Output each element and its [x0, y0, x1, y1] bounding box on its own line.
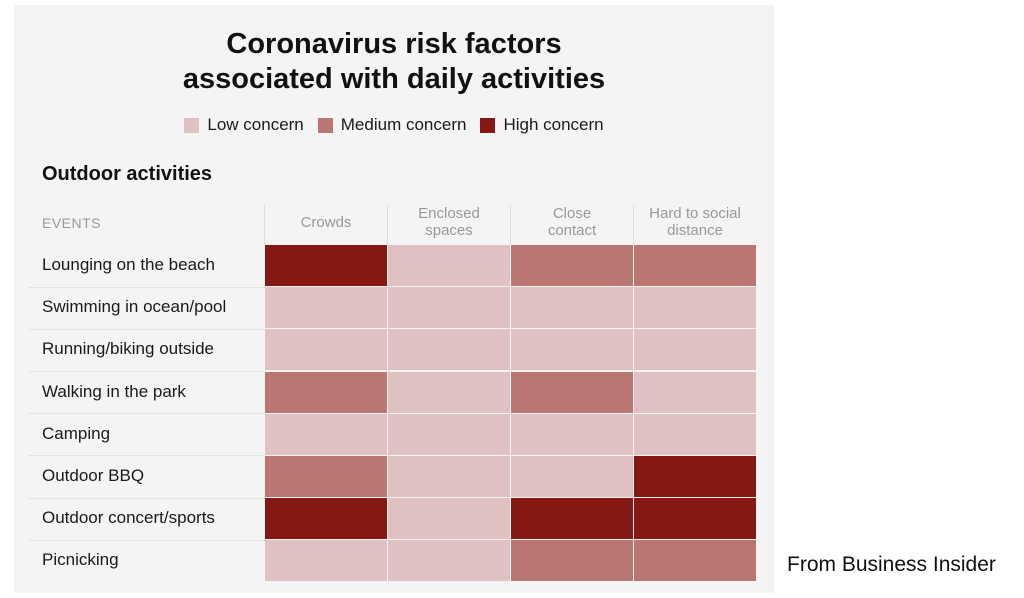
heatmap-cell: [634, 371, 756, 413]
row-label: Swimming in ocean/pool: [42, 297, 227, 317]
row-separator: [28, 413, 265, 415]
heatmap-cell: [265, 329, 387, 371]
row-separator: [28, 539, 265, 541]
heatmap-cell: [511, 540, 633, 582]
heatmap-cell: [388, 245, 510, 286]
row-label: Outdoor BBQ: [42, 466, 145, 485]
legend: Low concern Medium concern High concern: [14, 115, 774, 135]
heatmap-cell: [634, 245, 756, 286]
heatmap-cell: [388, 540, 510, 582]
legend-swatch-medium: [317, 117, 333, 133]
column-header-line: Hard to social: [649, 205, 741, 222]
column-header-4: Hard to social distance: [634, 205, 756, 239]
legend-item-high: High concern: [480, 115, 604, 135]
column-header-line: Close: [552, 205, 592, 222]
heatmap-cell: [511, 456, 633, 497]
row-label: Walking in the park: [42, 381, 186, 401]
legend-swatch-high: [480, 117, 496, 133]
row-label: Picnicking: [42, 550, 119, 570]
heatmap-cell: [388, 456, 510, 497]
heatmap-cell: [265, 540, 387, 582]
heatmap-cell: [265, 245, 387, 286]
row-label: Outdoor concert/sports: [42, 508, 215, 528]
row-label: Camping: [42, 423, 111, 443]
column-header-1: Crowds: [265, 214, 387, 231]
heatmap-cell: [265, 413, 387, 455]
legend-label-high: High concern: [503, 115, 604, 134]
heatmap-cell: [511, 371, 633, 413]
heatmap-cell: [634, 456, 756, 497]
column-header-3: Close contact: [511, 205, 633, 239]
chart-title: Coronavirus risk factors associated with…: [14, 27, 774, 97]
column-header-line: spaces: [425, 222, 473, 239]
column-header-line: contact: [547, 222, 597, 239]
column-separator: [510, 205, 511, 245]
heatmap-cell: [265, 371, 387, 413]
legend-label-medium: Medium concern: [340, 115, 467, 134]
heatmap-cell: [511, 413, 633, 455]
row-label: Lounging on the beach: [42, 255, 215, 274]
row-label: Running/biking outside: [42, 339, 215, 359]
column-separator: [264, 205, 265, 245]
row-separator: [28, 371, 265, 372]
heatmap-cell: [634, 413, 756, 455]
heatmap-cell: [511, 245, 633, 286]
heatmap-cell: [388, 329, 510, 371]
chart-card: Coronavirus risk factors associated with…: [14, 5, 774, 593]
column-separator: [387, 205, 388, 245]
heatmap-cell: [388, 413, 510, 455]
heatmap-cell: [388, 498, 510, 540]
row-separator: [28, 328, 265, 330]
heatmap-cell: [265, 287, 387, 329]
heatmap-cell: [511, 498, 633, 540]
section-title: Outdoor activities: [42, 163, 213, 185]
heatmap-cell: [388, 287, 510, 329]
column-header-2: Enclosed spaces: [388, 205, 510, 239]
heatmap-cell: [634, 287, 756, 329]
column-header-line: distance: [667, 222, 723, 239]
heatmap-cell: [511, 329, 633, 371]
heatmap-cell: [265, 498, 387, 540]
heatmap-cell: [634, 540, 756, 582]
events-column-header: EVENTS: [42, 215, 102, 231]
chart-title-line-2: associated with daily activities: [182, 63, 606, 95]
row-separator: [28, 455, 265, 457]
row-separator: [28, 286, 265, 288]
legend-item-low: Low concern: [184, 115, 304, 135]
heatmap-cell: [265, 456, 387, 497]
heatmap-cell: [634, 498, 756, 540]
chart-title-line-1: Coronavirus risk factors: [226, 28, 562, 60]
heatmap-cell: [388, 371, 510, 413]
heatmap-cell: [634, 329, 756, 371]
column-separator: [633, 205, 634, 245]
legend-swatch-low: [184, 117, 200, 133]
legend-item-medium: Medium concern: [317, 115, 467, 135]
column-header-line: Crowds: [300, 214, 352, 231]
legend-label-low: Low concern: [207, 115, 304, 134]
row-separator: [28, 497, 265, 499]
heatmap-cell: [511, 287, 633, 329]
column-header-line: Enclosed: [418, 205, 480, 222]
source-credit: From Business Insider: [787, 553, 996, 576]
